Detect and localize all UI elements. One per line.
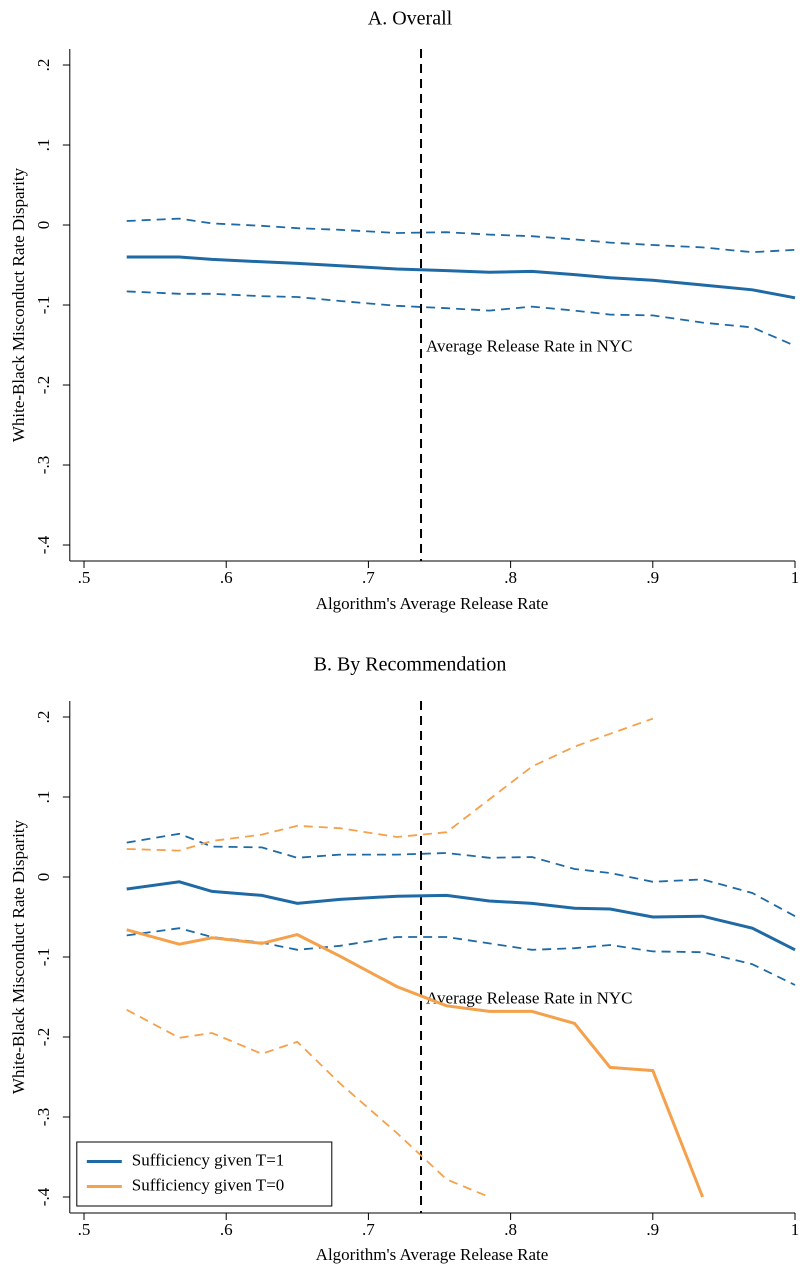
ci-line [126,1009,490,1198]
chart-title: B. By Recommendation [314,654,507,676]
y-tick-label: -.4 [34,535,53,554]
y-tick-label: -.3 [34,1108,53,1126]
x-tick-label: .5 [78,1220,91,1239]
y-tick-label: -.1 [34,948,53,966]
ci-line [126,717,654,852]
annotation: Average Release Rate in NYC [426,988,632,1007]
legend-label: Sufficiency given T=1 [132,1150,284,1169]
x-tick-label: .7 [362,568,375,587]
y-tick-label: -.1 [34,296,53,314]
y-tick-label: .2 [34,59,53,72]
y-axis-label: White-Black Misconduct Rate Disparity [9,819,28,1094]
ci-line [126,290,796,347]
y-tick-label: -.2 [34,376,53,394]
y-axis-label: White-Black Misconduct Rate Disparity [9,167,28,442]
legend-label: Sufficiency given T=0 [132,1175,284,1194]
x-tick-label: .7 [362,1220,375,1239]
estimate-line [126,880,796,952]
y-tick-label: -.2 [34,1028,53,1046]
y-tick-label: .1 [34,791,53,804]
annotation: Average Release Rate in NYC [426,336,632,355]
y-tick-label: .1 [34,139,53,152]
x-axis-label: Algorithm's Average Release Rate [316,594,549,613]
x-tick-label: 1 [791,568,800,587]
y-tick-label: 0 [34,221,53,230]
estimate-line [126,255,796,300]
y-tick-label: .2 [34,711,53,724]
x-tick-label: .8 [504,1220,517,1239]
estimate-line [126,928,704,1198]
legend-box [76,1141,333,1207]
ci-line [126,832,796,917]
x-tick-label: .9 [646,1220,659,1239]
x-tick-label: .8 [504,568,517,587]
x-tick-label: .6 [220,568,233,587]
y-tick-label: -.3 [34,456,53,474]
chart-title: A. Overall [368,8,453,30]
x-tick-label: .5 [78,568,91,587]
x-tick-label: 1 [791,1220,800,1239]
y-tick-label: -.4 [34,1187,53,1206]
ci-line [126,927,796,986]
x-tick-label: .6 [220,1220,233,1239]
y-tick-label: 0 [34,873,53,882]
ci-line [126,217,796,254]
x-tick-label: .9 [646,568,659,587]
x-axis-label: Algorithm's Average Release Rate [316,1245,549,1264]
